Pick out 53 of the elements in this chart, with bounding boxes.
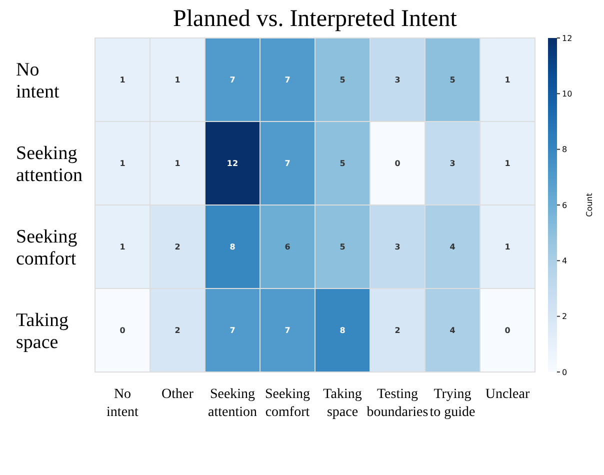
color-bar-label: 2 [562,312,568,322]
data-label: 5 [340,242,346,252]
data-label: 0 [504,326,511,336]
x-tick-label: Unclear [485,387,530,402]
data-label: 7 [284,326,290,336]
color-bar-label: 0 [562,368,568,377]
data-label: 0 [394,159,401,168]
x-tick-label: Seeking comfort [264,387,310,420]
data-label: 7 [230,76,236,85]
color-bar-label: 8 [562,145,568,154]
data-label: 1 [120,76,126,85]
data-label: 12 [226,159,238,168]
x-tick-label: No intent [106,387,139,420]
y-tick-label: No intent [16,59,60,102]
data-label: 0 [120,326,126,336]
data-label: 1 [120,159,126,168]
data-label: 1 [504,242,511,252]
color-bar-label: 6 [562,200,568,210]
data-label: 1 [174,159,181,168]
data-label: 5 [450,76,456,85]
color-bar-label: 12 [562,34,572,43]
data-label: 2 [174,242,180,252]
data-label: 2 [174,326,180,336]
data-label: 5 [340,76,346,85]
y-tick-label: Taking space [16,310,69,353]
data-label: 2 [394,326,400,336]
x-tick-label: Other [162,387,194,402]
data-label: 8 [230,242,236,252]
data-label: 7 [230,326,236,336]
data-label: 1 [120,242,126,252]
data-label: 1 [504,159,511,168]
data-label: 1 [504,76,511,85]
data-label: 4 [450,326,456,336]
x-tick-label: Testing boundaries [366,387,428,420]
x-tick-label: Trying to guide [430,387,476,420]
data-label: 3 [394,242,400,252]
color-bar-label: 4 [562,256,568,266]
color-bar-label: 10 [562,89,572,98]
x-tick-label: Taking space [323,387,362,420]
data-label: 5 [340,159,346,168]
data-label: 7 [284,159,290,168]
data-label: 3 [450,159,456,168]
y-tick-label: Seeking comfort [16,226,78,270]
data-label: 4 [450,242,456,252]
data-label: 1 [174,76,181,85]
data-label: 7 [284,76,290,85]
data-label: 6 [284,242,291,252]
y-tick-label: Seeking attention [16,142,83,186]
chart-title: Planned vs. Interpreted Intent [173,6,458,32]
data-label: 3 [394,76,400,85]
color-bar-title: Count [585,193,594,217]
data-label: 8 [340,326,346,336]
x-tick-label: Seeking attention [208,387,257,420]
